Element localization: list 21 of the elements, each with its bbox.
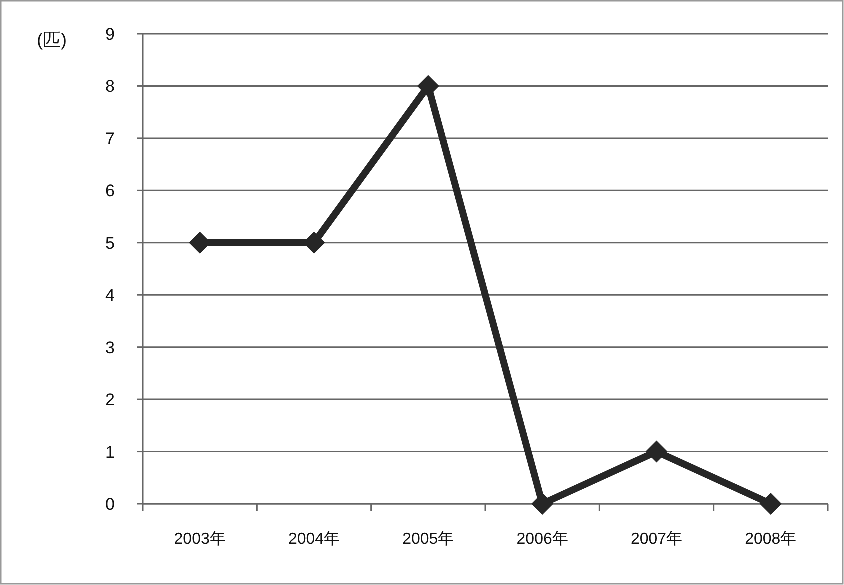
- x-tick-label: 2006年: [516, 531, 568, 548]
- x-tick-label: 2003年: [174, 531, 226, 548]
- y-tick-label: 7: [106, 129, 115, 148]
- y-tick-label: 3: [106, 338, 115, 358]
- point: [760, 493, 782, 515]
- point: [532, 493, 554, 515]
- y-tick-label: 2: [106, 390, 115, 410]
- y-tick-label: 9: [106, 25, 115, 44]
- y-axis-title: (匹): [37, 30, 67, 50]
- x-tick-label: 2004年: [288, 531, 340, 548]
- x-tick-label: 2007年: [630, 531, 683, 548]
- x-tick-label: 2008年: [745, 531, 797, 548]
- point: [646, 440, 668, 463]
- y-tick-label: 8: [106, 77, 115, 96]
- y-tick-label: 4: [106, 286, 115, 306]
- y-tick-label: 0: [106, 495, 115, 514]
- point: [417, 75, 440, 98]
- y-tick-label: 1: [106, 442, 115, 462]
- y-tick-label: 5: [106, 234, 115, 253]
- y-tick-label: 6: [106, 182, 115, 201]
- x-tick-label: 2005年: [402, 531, 454, 548]
